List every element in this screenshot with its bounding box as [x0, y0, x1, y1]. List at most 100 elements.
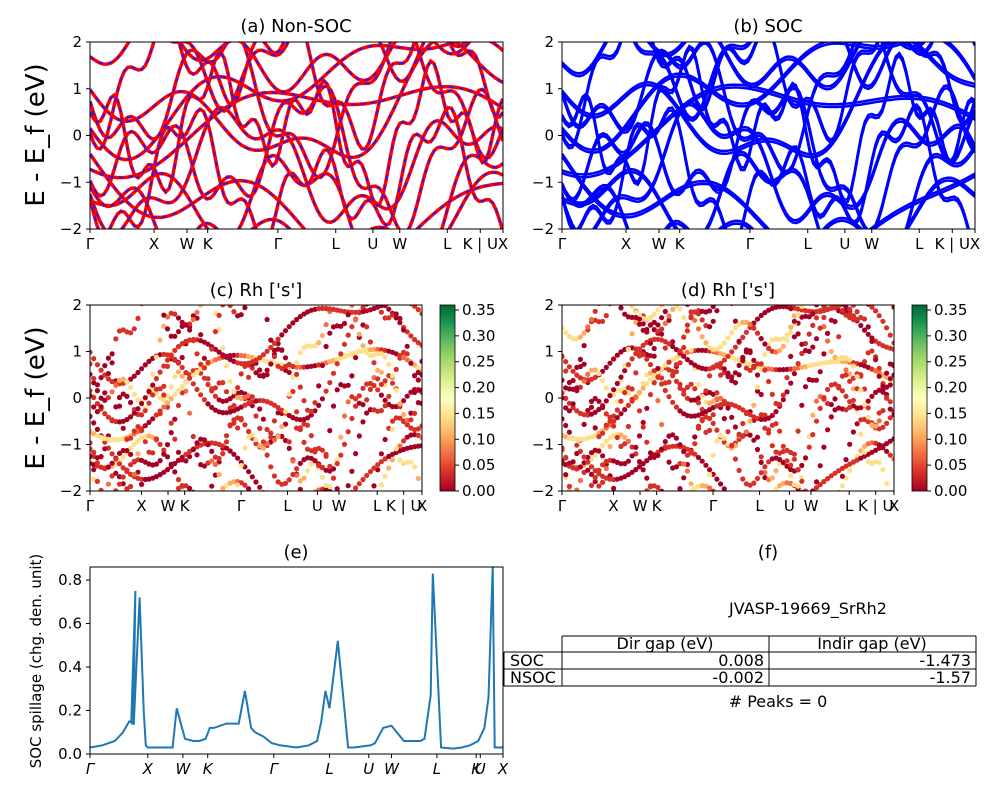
band-point [168, 430, 174, 436]
band-point [198, 332, 204, 338]
band-point [651, 336, 657, 342]
band-point [884, 281, 889, 286]
band-point [327, 380, 333, 386]
band-point [684, 322, 691, 328]
band-point [238, 360, 244, 367]
band-point [346, 290, 351, 295]
x-tick-label: L [915, 235, 924, 253]
band-point [368, 266, 373, 271]
band-point [161, 469, 167, 475]
band-point [721, 366, 727, 372]
band-point [659, 446, 665, 452]
band-point [769, 475, 775, 481]
band-point [113, 470, 119, 476]
band-point [758, 470, 764, 476]
band-point [338, 281, 343, 286]
band-point [349, 468, 355, 474]
band-point [673, 435, 680, 441]
panel-c-colorbar [439, 304, 456, 492]
band-point [773, 516, 778, 521]
band-point [810, 283, 815, 288]
band-point [718, 481, 724, 487]
band-point [810, 377, 816, 383]
band-point [175, 315, 182, 321]
band-point [607, 418, 613, 424]
band-point [685, 492, 690, 497]
band-point [412, 410, 418, 416]
band-point [175, 387, 182, 393]
band-point [297, 350, 303, 356]
band-point [817, 369, 823, 375]
band-point [887, 399, 893, 405]
band-point [718, 498, 723, 503]
band-point [209, 497, 214, 502]
band-point [345, 429, 351, 435]
band-point [323, 388, 329, 394]
band-point [124, 467, 130, 473]
band-point [404, 393, 410, 399]
band-point [747, 348, 753, 354]
band-point [324, 519, 329, 524]
band-point [611, 356, 617, 362]
band-point [330, 466, 337, 472]
band-point [124, 448, 130, 454]
band-point [316, 402, 322, 408]
band-point [419, 423, 422, 429]
band-point [360, 305, 366, 311]
panel-f: (f) JVASP-19669_SrRh2 Dir gap (eV) Indir… [503, 542, 977, 711]
band-point [762, 367, 768, 373]
band-point [356, 331, 362, 337]
colorbar-tick-label: 0.15 [462, 404, 495, 422]
band-point [566, 364, 573, 370]
band-point [562, 377, 565, 383]
band-point [172, 469, 178, 475]
band-point [294, 466, 300, 472]
band-point [574, 450, 580, 457]
band-point [577, 464, 584, 470]
band-point [131, 326, 137, 332]
band-point [629, 396, 635, 402]
band-point [563, 455, 569, 461]
band-point [880, 272, 885, 277]
band-point [721, 486, 727, 491]
band-point [832, 359, 838, 365]
band-point [640, 467, 646, 473]
band-point [663, 493, 668, 498]
band-point [364, 507, 369, 512]
band-point [791, 451, 798, 457]
band-point [781, 528, 786, 533]
band-point [592, 308, 598, 314]
band-point [695, 454, 702, 461]
x-tick-label: W [392, 235, 407, 253]
band-point [607, 284, 612, 289]
band-point [216, 312, 222, 318]
band-point [659, 375, 665, 381]
band-point [98, 375, 104, 381]
band-point [415, 365, 421, 371]
band-point [626, 517, 631, 522]
band-line [562, 42, 975, 152]
band-point [699, 334, 705, 340]
band-point [113, 382, 119, 388]
band-point [581, 343, 587, 349]
band-point [703, 462, 709, 468]
band-point [718, 372, 724, 378]
band-point [139, 412, 145, 418]
band-point [718, 395, 724, 401]
band-point [327, 488, 333, 491]
panel-e-ylabel: SOC spillage (chg. den. unit) [27, 554, 45, 769]
x-tick-label: X [970, 235, 980, 253]
band-point [825, 256, 830, 261]
band-point [578, 252, 583, 257]
band-point [389, 380, 396, 386]
panel-b-title: (b) SOC [733, 16, 802, 37]
band-point [865, 398, 871, 404]
band-point [825, 386, 831, 393]
y-tick-label: 1 [72, 343, 82, 361]
band-point [611, 485, 617, 491]
band-point [94, 478, 100, 484]
y-tick-label: −2 [60, 482, 82, 500]
band-point [360, 343, 366, 349]
band-point [718, 344, 724, 350]
band-point [869, 278, 874, 283]
